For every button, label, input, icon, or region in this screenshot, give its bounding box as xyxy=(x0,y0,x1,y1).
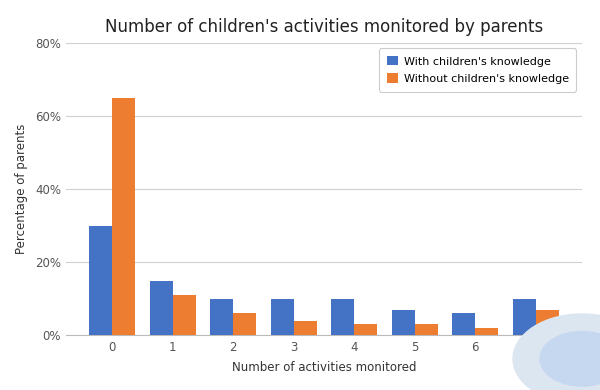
Bar xyxy=(173,295,196,335)
Bar xyxy=(211,299,233,335)
Legend: With children's knowledge, Without children's knowledge: With children's knowledge, Without child… xyxy=(379,48,577,92)
Bar xyxy=(233,314,256,335)
Bar xyxy=(150,280,173,335)
Bar xyxy=(331,299,354,335)
Y-axis label: Percentage of parents: Percentage of parents xyxy=(15,124,28,254)
Bar xyxy=(112,98,136,335)
Bar xyxy=(452,314,475,335)
Bar xyxy=(89,226,112,335)
Bar xyxy=(536,310,559,335)
Bar xyxy=(475,328,498,335)
Title: Number of children's activities monitored by parents: Number of children's activities monitore… xyxy=(105,18,543,36)
Bar xyxy=(392,310,415,335)
Bar xyxy=(354,324,377,335)
Bar xyxy=(415,324,437,335)
X-axis label: Number of activities monitored: Number of activities monitored xyxy=(232,361,416,374)
Bar xyxy=(512,299,536,335)
Bar xyxy=(271,299,294,335)
Bar xyxy=(294,321,317,335)
